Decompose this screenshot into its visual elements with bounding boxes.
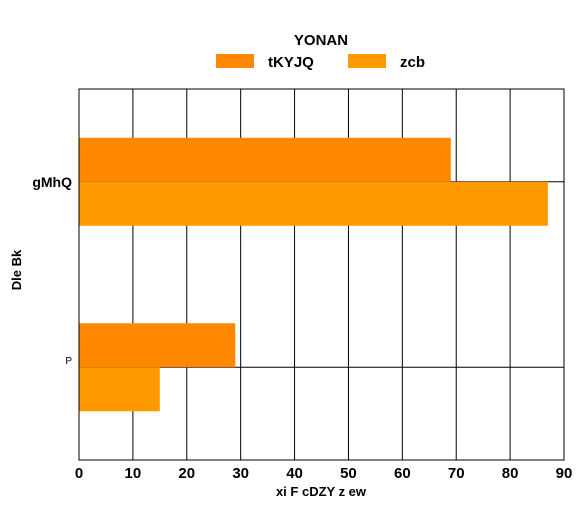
category-label-gMhQ: gMhQ (32, 174, 72, 190)
x-tick-label: 30 (232, 465, 249, 482)
bars (79, 137, 548, 412)
x-tick-label: 20 (178, 465, 195, 482)
bar-zcb-gMhQ (79, 181, 548, 226)
x-tick-label: 0 (75, 465, 83, 482)
legend-label-zcb: zcb (400, 54, 425, 71)
x-tick-label: 50 (340, 465, 357, 482)
x-tick-label: 60 (394, 465, 411, 482)
legend-swatch-zcb (348, 54, 386, 68)
category-label-P: P (65, 356, 72, 367)
bar-tKYJQ-P (79, 323, 236, 368)
chart-title: YONAN (294, 32, 348, 49)
plot-frame (78, 88, 565, 461)
x-tick-label: 80 (502, 465, 519, 482)
x-tick-label: 40 (286, 465, 303, 482)
bar-tKYJQ-gMhQ (79, 137, 451, 182)
legend-swatch-tKYJQ (216, 54, 254, 68)
x-tick-label: 10 (125, 465, 142, 482)
bar-zcb-P (79, 367, 160, 412)
x-axis-label: xi F cDZY z ew (276, 484, 367, 499)
x-tick-label: 70 (448, 465, 465, 482)
legend: tKYJQ zcb (216, 54, 425, 71)
legend-label-tKYJQ: tKYJQ (268, 54, 314, 71)
x-tick-label: 90 (556, 465, 573, 482)
x-tick-labels: 0 10 20 30 40 50 60 70 80 90 (75, 465, 573, 482)
y-axis-label: Dle Bk (9, 249, 24, 290)
